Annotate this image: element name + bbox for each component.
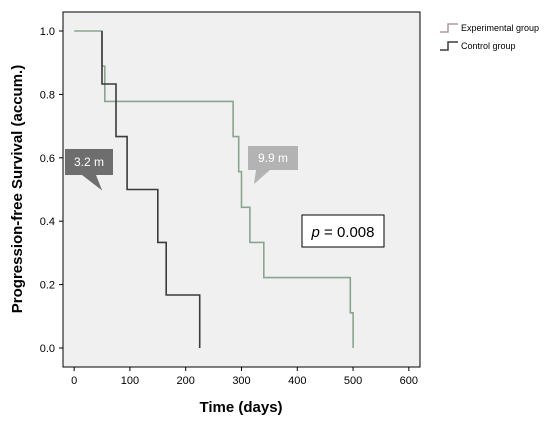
p-value-number: = 0.008	[320, 224, 375, 241]
y-tick-label: 0.8	[40, 89, 55, 101]
y-tick-label: 0.0	[40, 343, 55, 355]
control-median-label: 3.2 m	[74, 155, 104, 169]
x-tick-label: 600	[400, 375, 418, 387]
p-value-box: p = 0.008	[301, 214, 385, 248]
series-line-control	[101, 31, 201, 348]
y-tick-label: 0.2	[40, 280, 55, 292]
y-axis-title: Progression-free Survival (accum.)	[9, 65, 26, 313]
legend-label-experimental: Experimental group	[461, 23, 539, 33]
control-median-callout-shape	[65, 149, 113, 191]
x-tick-label: 400	[288, 375, 306, 387]
y-tick-label: 0.4	[40, 216, 55, 228]
experimental-median-callout-shape	[248, 146, 298, 184]
y-tick-label: 0.6	[40, 153, 55, 165]
p-value-text: p = 0.008	[311, 224, 375, 241]
y-tick-label: 1.0	[40, 26, 55, 38]
experimental-median-callout: 9.9 m	[248, 146, 298, 184]
x-tick-label: 500	[344, 375, 362, 387]
control-median-callout: 3.2 m	[65, 149, 113, 191]
x-tick-label: 300	[232, 375, 250, 387]
x-tick-label: 100	[121, 375, 139, 387]
p-value-box-frame	[301, 214, 385, 248]
legend-label-control: Control group	[461, 41, 516, 51]
x-tick-label: 200	[177, 375, 195, 387]
x-axis-title: Time (days)	[199, 399, 282, 416]
x-axis-ticks: 0 100 200 300 400 500 600	[71, 367, 418, 387]
p-value-symbol: p	[311, 224, 320, 241]
legend-symbol-experimental	[440, 23, 458, 33]
y-axis-ticks: 0.0 0.2 0.4 0.6 0.8 1.0	[40, 26, 63, 355]
series-layer	[74, 30, 354, 348]
legend: Experimental group Control group	[440, 23, 539, 51]
experimental-median-label: 9.9 m	[258, 151, 288, 165]
series-line-experimental	[74, 30, 354, 348]
x-tick-label: 0	[71, 375, 77, 387]
legend-symbol-control	[440, 41, 458, 51]
